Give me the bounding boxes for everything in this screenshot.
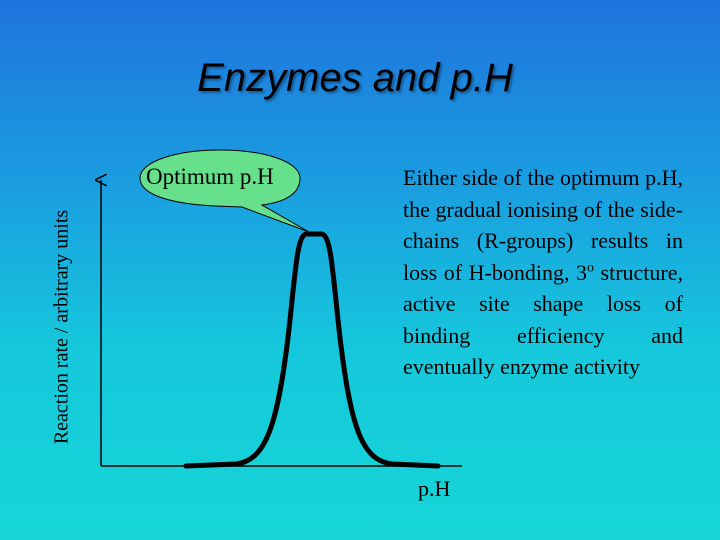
- description-suffix: structure, active site shape loss of bin…: [403, 259, 684, 380]
- optimum-callout-bubble: [139, 149, 310, 233]
- optimum-ph-label: Optimum p.H: [146, 164, 274, 189]
- description-prefix: Either side of the optimum p.H, the grad…: [403, 165, 683, 285]
- slide-title: Enzymes and p.H: [197, 56, 513, 100]
- x-axis-label: p.H: [418, 476, 451, 501]
- description-text: Either side of the optimum p.H, the grad…: [403, 162, 683, 383]
- y-axis-label: Reaction rate / arbitrary units: [50, 209, 73, 445]
- activity-curve: [183, 231, 441, 469]
- degree-superscript: o: [587, 260, 594, 276]
